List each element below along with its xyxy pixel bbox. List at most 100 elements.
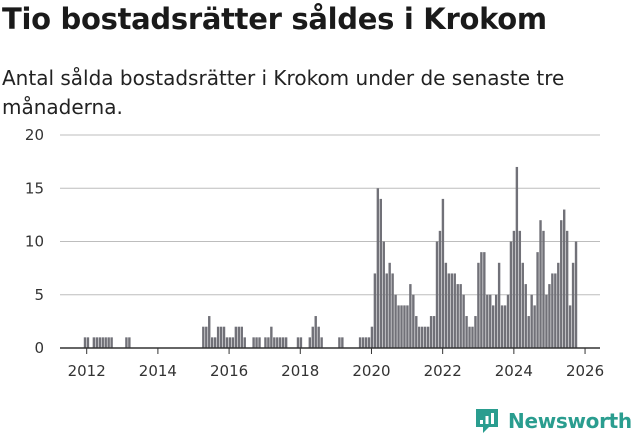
x-tick-label: 2024 bbox=[495, 362, 533, 380]
bar bbox=[450, 273, 453, 348]
bar bbox=[107, 337, 110, 348]
bar bbox=[536, 252, 539, 348]
bar bbox=[86, 337, 90, 348]
bar bbox=[370, 326, 374, 348]
bar bbox=[225, 337, 229, 348]
bar bbox=[554, 273, 557, 348]
bar bbox=[267, 337, 270, 348]
bar bbox=[539, 220, 542, 348]
bar bbox=[376, 188, 380, 348]
y-tick-label: 5 bbox=[34, 286, 44, 304]
bar bbox=[205, 326, 208, 348]
x-tick-label: 2012 bbox=[68, 362, 106, 380]
newsworthy-logo-icon bbox=[476, 409, 498, 433]
bar bbox=[497, 262, 501, 348]
bar bbox=[104, 337, 107, 348]
bar bbox=[308, 337, 312, 348]
bar bbox=[465, 316, 468, 348]
bar bbox=[542, 230, 545, 348]
bar bbox=[521, 262, 524, 348]
bar bbox=[264, 337, 267, 348]
bar bbox=[216, 326, 220, 348]
bar bbox=[101, 337, 104, 348]
bar bbox=[379, 198, 382, 348]
bar bbox=[563, 209, 566, 348]
bar bbox=[551, 273, 554, 348]
x-axis: 2012 2014 2016 2018 2020 2022 2024 2026 bbox=[60, 347, 604, 380]
bar bbox=[296, 337, 300, 348]
bar bbox=[426, 326, 430, 348]
bar bbox=[415, 316, 418, 348]
bar bbox=[128, 337, 131, 348]
bar bbox=[385, 273, 388, 348]
bar bbox=[438, 230, 442, 348]
bar bbox=[545, 294, 548, 348]
bar bbox=[311, 326, 314, 348]
bar bbox=[237, 326, 241, 348]
bar bbox=[453, 273, 456, 348]
bar bbox=[358, 337, 362, 348]
bar bbox=[435, 241, 439, 348]
bar bbox=[341, 337, 344, 348]
bar bbox=[421, 326, 424, 348]
bar bbox=[530, 294, 533, 348]
bar bbox=[557, 262, 560, 348]
bar bbox=[397, 305, 400, 348]
bar bbox=[483, 252, 486, 348]
bar bbox=[515, 166, 519, 348]
x-tick-label: 2026 bbox=[566, 362, 604, 380]
bar bbox=[394, 294, 397, 348]
bar bbox=[403, 305, 406, 348]
bar bbox=[228, 337, 232, 348]
bar bbox=[83, 337, 87, 348]
bar bbox=[527, 316, 530, 348]
chart-subtitle: Antal sålda bostadsrätter i Krokom under… bbox=[2, 66, 565, 119]
bar bbox=[255, 337, 258, 348]
bar bbox=[231, 337, 235, 348]
bar bbox=[503, 305, 507, 348]
bar bbox=[409, 284, 412, 348]
bar bbox=[459, 284, 462, 348]
bar bbox=[565, 230, 569, 348]
bar bbox=[574, 241, 578, 348]
bar bbox=[234, 326, 238, 348]
bar bbox=[320, 337, 323, 348]
bar bbox=[338, 337, 341, 348]
bar bbox=[477, 262, 480, 348]
x-tick-label: 2022 bbox=[424, 362, 462, 380]
chart-title: Tio bostadsrätter såldes i Krokom bbox=[2, 2, 547, 36]
bar bbox=[462, 294, 465, 348]
bar bbox=[468, 326, 471, 348]
bar bbox=[252, 337, 255, 348]
bar bbox=[364, 337, 368, 348]
bar bbox=[273, 337, 276, 348]
bar bbox=[213, 337, 217, 348]
y-tick-label: 0 bbox=[34, 339, 44, 357]
bar bbox=[258, 337, 261, 348]
bar bbox=[486, 294, 489, 348]
bar bbox=[92, 337, 96, 348]
bar bbox=[571, 262, 575, 348]
bar bbox=[447, 273, 451, 348]
bar bbox=[208, 316, 211, 348]
bar bbox=[489, 294, 492, 348]
bar bbox=[361, 337, 365, 348]
bar bbox=[270, 326, 273, 348]
y-tick-label: 20 bbox=[25, 126, 44, 144]
bar bbox=[518, 230, 522, 348]
bar bbox=[441, 198, 445, 348]
bar bbox=[560, 220, 563, 348]
bar bbox=[98, 337, 101, 348]
bar bbox=[548, 284, 551, 348]
bar bbox=[423, 326, 427, 348]
bar bbox=[512, 230, 516, 348]
bar bbox=[110, 337, 113, 348]
bar bbox=[279, 337, 282, 348]
bar bbox=[210, 337, 214, 348]
bar bbox=[284, 337, 288, 348]
bars bbox=[83, 166, 578, 348]
brand-name: Newsworthy bbox=[508, 409, 631, 433]
bar bbox=[524, 284, 527, 348]
bar bbox=[444, 262, 448, 348]
bar bbox=[388, 262, 391, 348]
